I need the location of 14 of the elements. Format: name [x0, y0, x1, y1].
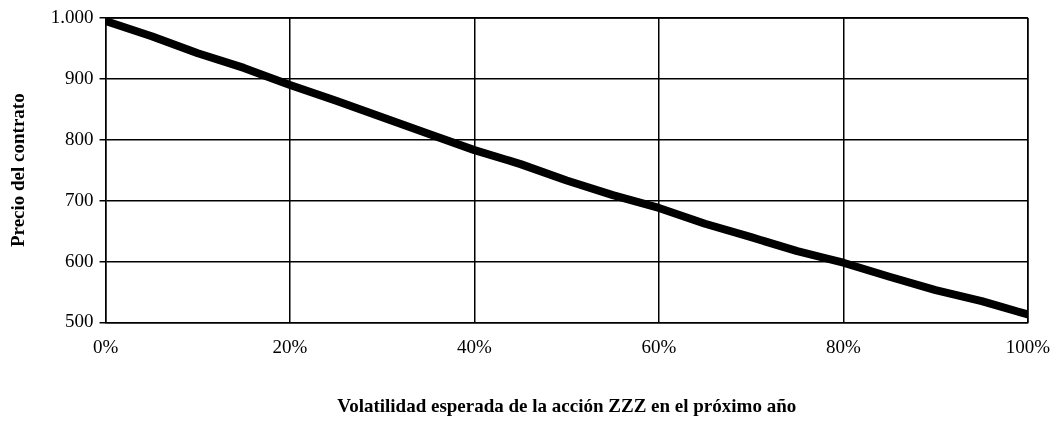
- x-tick-label: 40%: [457, 335, 493, 357]
- x-tick-label: 20%: [272, 335, 308, 357]
- y-tick-label: 800: [65, 127, 94, 149]
- x-tick-label: 80%: [825, 335, 861, 357]
- y-axis-title: Precio del contrato: [7, 93, 29, 248]
- x-tick-label: 60%: [641, 335, 677, 357]
- x-tick-label: 0%: [92, 335, 119, 357]
- y-tick-label: 900: [65, 66, 94, 88]
- x-axis-title: Volatilidad esperada de la acción ZZZ en el próximo año: [337, 394, 797, 416]
- y-tick-label: 1.000: [50, 5, 94, 27]
- y-tick-label: 600: [65, 249, 94, 271]
- x-tick-label: 100%: [1005, 335, 1051, 357]
- y-tick-label: 500: [65, 310, 94, 332]
- y-tick-label: 700: [65, 188, 94, 210]
